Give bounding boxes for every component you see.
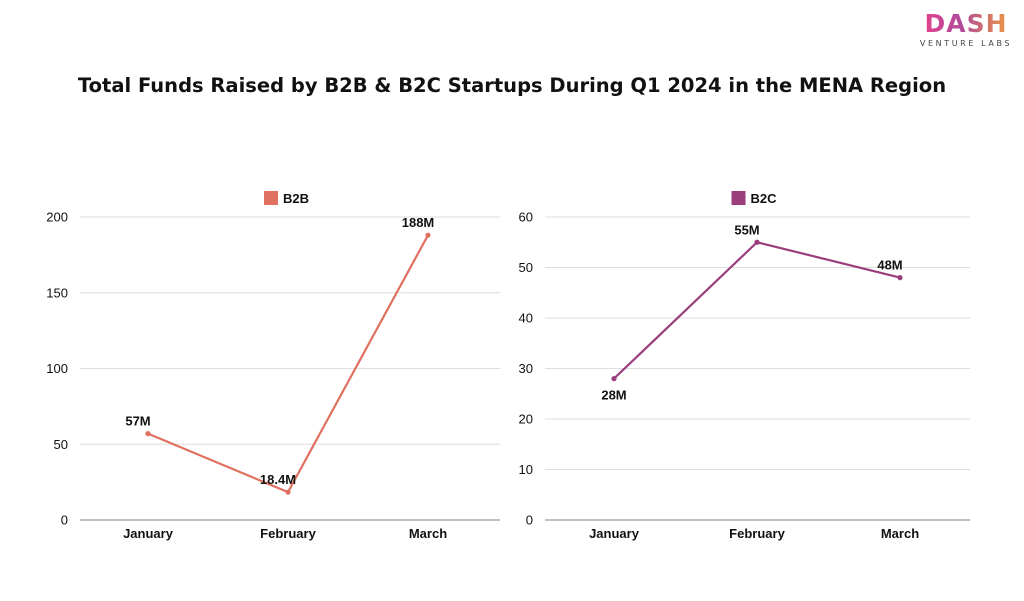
b2c-x-tick-label: March [881, 526, 919, 541]
b2c-y-tick-label: 10 [519, 462, 533, 477]
b2b-y-tick-label: 200 [46, 210, 68, 225]
b2b-data-label: 18.4M [260, 472, 296, 487]
logo-wordmark: DASH [918, 10, 1014, 38]
b2c-data-label: 48M [877, 258, 902, 273]
brand-logo: DASH VENTURE LABS [918, 10, 1014, 50]
b2b-x-tick-label: January [123, 526, 174, 541]
b2b-data-label: 188M [402, 215, 435, 230]
b2b-data-point [145, 431, 151, 437]
b2b-y-tick-label: 0 [61, 513, 68, 528]
b2c-y-tick-label: 30 [519, 361, 533, 376]
b2c-data-label: 55M [734, 222, 759, 237]
b2b-y-tick-label: 150 [46, 285, 68, 300]
b2c-y-tick-label: 20 [519, 412, 533, 427]
b2c-data-label: 28M [601, 388, 626, 403]
b2b-data-point [425, 232, 431, 238]
logo-subtitle: VENTURE LABS [919, 39, 1013, 48]
b2b-legend-label: B2B [283, 191, 309, 206]
b2c-legend-swatch [731, 191, 746, 205]
b2c-y-tick-label: 0 [526, 513, 533, 528]
b2c-data-point [754, 239, 760, 245]
b2b-y-tick-label: 50 [54, 437, 68, 452]
b2c-legend-label: B2C [751, 191, 778, 206]
b2c-y-tick-label: 40 [519, 311, 533, 326]
b2b-x-tick-label: February [260, 526, 316, 541]
b2b-data-point [285, 489, 291, 495]
b2c-y-tick-label: 50 [519, 260, 533, 275]
b2b-data-label: 57M [125, 414, 150, 429]
b2c-y-tick-label: 60 [519, 210, 533, 225]
b2c-series-line [613, 241, 901, 380]
b2c-x-tick-label: January [589, 526, 640, 541]
b2b-x-tick-label: March [409, 526, 447, 541]
b2b-legend-swatch [264, 191, 278, 205]
b2c-data-point [897, 275, 903, 281]
b2c-x-tick-label: February [729, 526, 785, 541]
chart-title: Total Funds Raised by B2B & B2C Startups… [77, 74, 947, 97]
b2b-y-tick-label: 100 [46, 361, 68, 376]
b2c-data-point [611, 376, 617, 382]
